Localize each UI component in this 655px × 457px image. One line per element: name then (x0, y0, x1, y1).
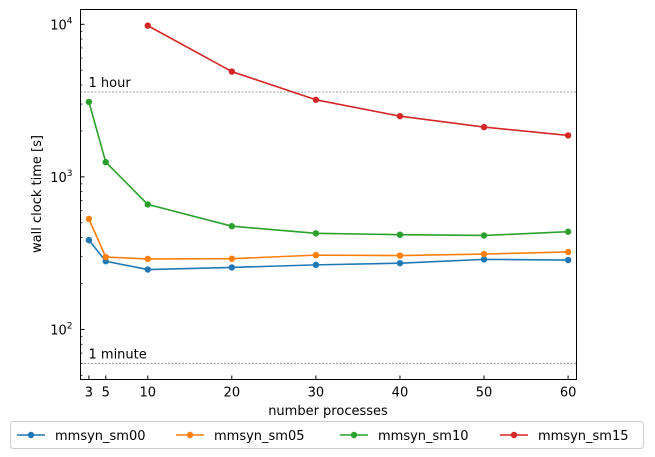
data-point (564, 256, 572, 264)
y-tick-base: 10 (50, 323, 67, 338)
y-tick-exponent: 2 (67, 321, 73, 331)
series-mmsyn_sm15 (144, 22, 572, 139)
legend-item: mmsyn_sm00 (17, 429, 146, 444)
y-tick-label: 103 (50, 169, 72, 186)
series-layer (85, 22, 572, 273)
reference-line-label: 1 hour (89, 76, 132, 91)
data-point (228, 223, 236, 230)
y-tick-label: 104 (50, 16, 73, 33)
data-point (228, 68, 236, 75)
series-line (147, 24, 569, 137)
series-mmsyn_sm10 (85, 98, 572, 239)
legend-marker (186, 431, 194, 439)
data-point (228, 264, 236, 271)
y-tick-base: 10 (50, 171, 67, 186)
legend-marker (27, 431, 35, 439)
data-point (102, 158, 109, 166)
data-point (396, 252, 404, 259)
data-point (480, 256, 488, 263)
data-point (480, 232, 488, 239)
data-point (228, 255, 236, 262)
data-point (85, 98, 93, 106)
data-point (312, 251, 320, 259)
x-axis: 3 5 10 20 30 40 50 60 (85, 375, 577, 401)
data-point (480, 250, 488, 258)
x-axis-label: number processes (268, 404, 388, 419)
series-mmsyn_sm00 (85, 236, 572, 273)
y-tick-base: 10 (50, 18, 67, 33)
plot-frame (80, 9, 577, 380)
legend-frame (10, 421, 644, 449)
data-point (144, 255, 151, 263)
reference-lines: 1 hour 1 minute (80, 76, 577, 364)
data-point (480, 123, 488, 131)
reference-line-label: 1 minute (89, 347, 147, 362)
data-point (312, 230, 320, 237)
data-point (85, 215, 93, 223)
data-point (564, 132, 572, 139)
series-line (88, 101, 569, 237)
data-point (144, 201, 151, 208)
legend-label: mmsyn_sm00 (55, 429, 146, 444)
legend-item: mmsyn_sm10 (340, 429, 469, 444)
legend-label: mmsyn_sm10 (378, 429, 469, 444)
series-line (88, 218, 569, 260)
data-point (312, 96, 320, 103)
series-line (88, 239, 569, 271)
x-tick-label: 5 (102, 386, 110, 401)
x-tick-label: 60 (560, 386, 577, 401)
data-point (396, 259, 404, 267)
data-point (312, 261, 320, 269)
data-point (396, 112, 404, 120)
legend: mmsyn_sm00 mmsyn_sm05 mmsyn_sm10 mmsyn_sm15 (10, 421, 644, 449)
legend-label: mmsyn_sm15 (538, 429, 629, 444)
legend-marker (350, 431, 358, 439)
data-point (564, 228, 572, 235)
legend-label: mmsyn_sm05 (214, 429, 305, 444)
data-point (85, 236, 93, 244)
data-point (564, 248, 572, 256)
legend-item: mmsyn_sm15 (500, 429, 629, 444)
x-tick-label: 30 (308, 386, 325, 401)
data-point (144, 22, 151, 29)
x-tick-label: 10 (139, 386, 156, 401)
legend-item: mmsyn_sm05 (176, 429, 305, 444)
x-tick-label: 3 (85, 386, 93, 401)
y-tick-label: 102 (50, 321, 72, 338)
data-point (396, 231, 404, 238)
data-point (102, 253, 109, 261)
x-tick-label: 40 (392, 386, 409, 401)
series-mmsyn_sm05 (85, 215, 572, 263)
y-tick-exponent: 4 (67, 16, 73, 26)
legend-marker (510, 431, 518, 439)
x-tick-label: 20 (224, 386, 241, 401)
x-tick-label: 50 (476, 386, 493, 401)
y-axis-label: wall clock time [s] (30, 135, 45, 253)
y-tick-exponent: 3 (67, 169, 73, 179)
data-point (144, 266, 151, 273)
